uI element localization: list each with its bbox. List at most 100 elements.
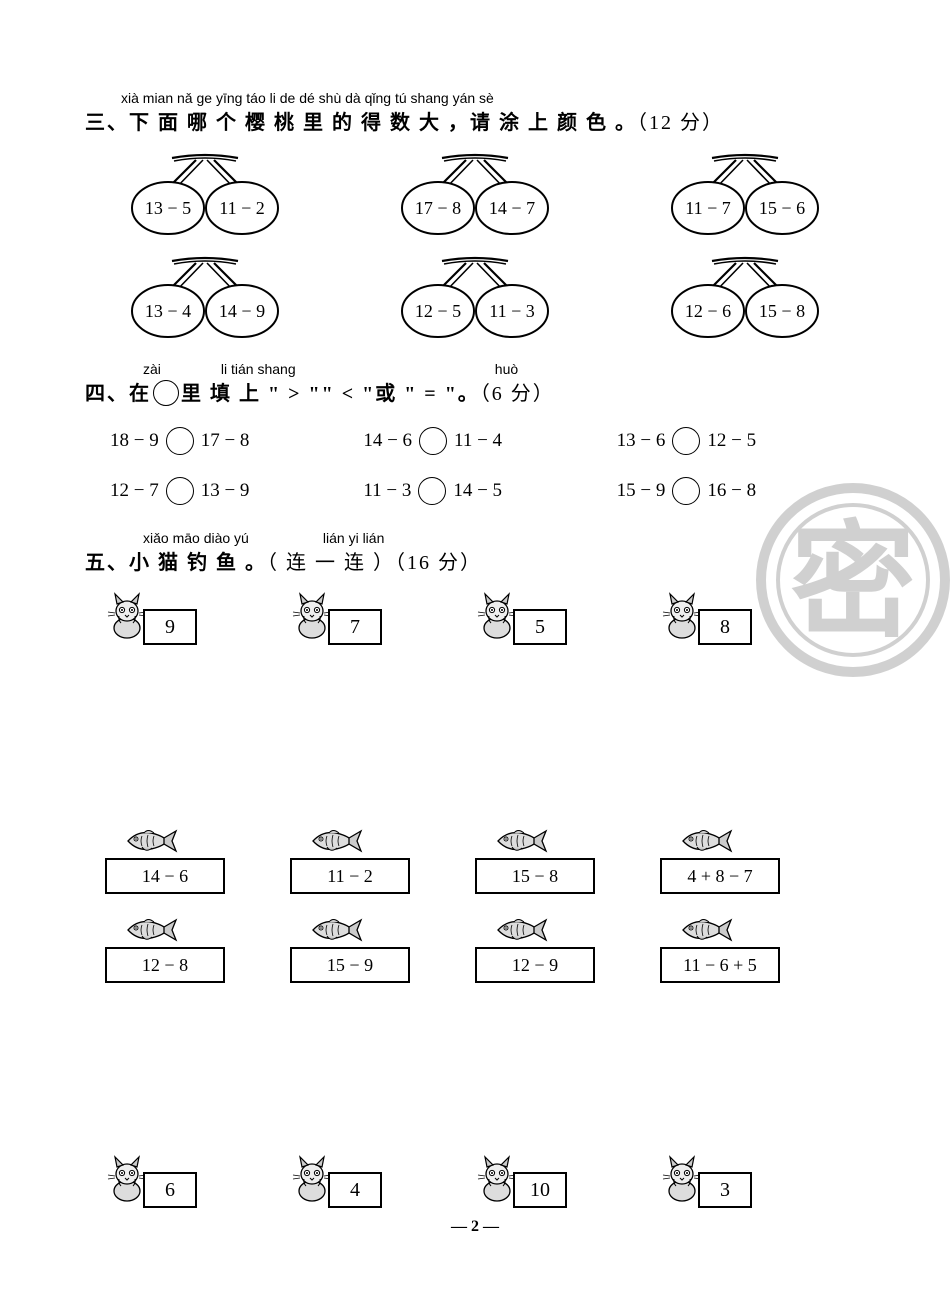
compare-right: 14 − 5	[453, 480, 502, 502]
pinyin-xiao-mao: xiǎo māo diào yú	[143, 530, 289, 546]
cat-number-box: 10	[513, 1172, 567, 1208]
compare-left: 11 − 3	[363, 480, 411, 502]
fish-expression-box: 15 − 8	[475, 858, 595, 894]
cherry-pair[interactable]: 12 − 6 15 − 8	[645, 253, 845, 341]
compare-item: 12 − 713 − 9	[110, 477, 333, 505]
cat-number-box: 4	[328, 1172, 382, 1208]
cat-number-box: 3	[698, 1172, 752, 1208]
page-number: — 2 —	[85, 1218, 865, 1236]
fish-item[interactable]: 11 − 2	[290, 825, 475, 894]
compare-grid: 18 − 917 − 814 − 611 − 413 − 612 − 512 −…	[85, 421, 865, 530]
pinyin-huo: huò	[495, 361, 518, 377]
fish-item[interactable]: 11 − 6 + 5	[660, 914, 845, 983]
fish-expression-box: 4 + 8 − 7	[660, 858, 780, 894]
cherry-left-value: 17 − 8	[414, 198, 460, 218]
compare-left: 13 − 6	[617, 430, 666, 452]
fish-row-1: 14 − 6 11 − 2 15 − 8 4 + 8 − 7	[85, 825, 865, 894]
section4-heading: 四、在里 填 上 " > "" < "或 " = "。（6 分）	[85, 377, 865, 406]
page-number-value: 2	[471, 1218, 479, 1235]
cat-item[interactable]: 7	[290, 590, 475, 645]
fish-item[interactable]: 15 − 8	[475, 825, 660, 894]
section4-number: 四、	[85, 383, 129, 405]
cherry-pair[interactable]: 12 − 5 11 − 3	[375, 253, 575, 341]
section5-text: 小 猫 钓 鱼 。	[129, 552, 267, 574]
cat-number-box: 7	[328, 609, 382, 645]
fish-icon	[105, 825, 178, 862]
inline-circle-icon	[153, 380, 179, 406]
fish-item[interactable]: 4 + 8 − 7	[660, 825, 845, 894]
compare-right: 11 − 4	[454, 430, 502, 452]
compare-item: 13 − 6 12 − 5	[617, 427, 840, 455]
compare-right: 16 − 8	[707, 480, 756, 502]
cat-number-box: 5	[513, 609, 567, 645]
section5-pinyin: xiǎo māo diào yú lián yi lián	[143, 530, 865, 546]
cat-item[interactable]: 4	[290, 1153, 475, 1208]
compare-right: 17 − 8	[201, 430, 250, 452]
fish-row-2: 12 − 8 15 − 9 12 − 9 11 − 6 + 5	[85, 914, 865, 983]
cat-item[interactable]: 10	[475, 1153, 660, 1208]
fish-item[interactable]: 12 − 9	[475, 914, 660, 983]
compare-right: 12 − 5	[707, 430, 756, 452]
compare-right: 13 − 9	[201, 480, 250, 502]
section3-pinyin: xià mian nǎ ge yīng táo li de dé shù dà …	[121, 90, 865, 106]
blank-circle[interactable]	[672, 477, 700, 505]
cat-number-box: 6	[143, 1172, 197, 1208]
cherry-right-value: 14 − 7	[488, 198, 534, 218]
cherry-left-value: 13 − 4	[144, 301, 190, 321]
cherry-left-value: 11 − 7	[685, 198, 730, 218]
fish-expression-box: 11 − 2	[290, 858, 410, 894]
cherry-pair[interactable]: 11 − 7 15 − 6	[645, 150, 845, 238]
fish-expression-box: 12 − 9	[475, 947, 595, 983]
cat-item[interactable]: 6	[105, 1153, 290, 1208]
fish-icon	[105, 914, 178, 951]
fish-item[interactable]: 15 − 9	[290, 914, 475, 983]
compare-item: 15 − 916 − 8	[617, 477, 840, 505]
cherry-grid: 13 − 5 11 − 2 17 − 8 14 − 7 11 − 7 15 − …	[85, 150, 865, 361]
fish-item[interactable]: 14 − 6	[105, 825, 290, 894]
blank-circle[interactable]	[166, 427, 194, 455]
fish-icon	[475, 825, 548, 862]
blank-circle[interactable]	[672, 427, 700, 455]
fish-icon	[660, 825, 733, 862]
fish-icon	[290, 825, 363, 862]
cherry-right-value: 15 − 6	[758, 198, 804, 218]
section4-points: （6 分）	[480, 383, 555, 405]
cherry-left-value: 12 − 5	[414, 301, 460, 321]
cherry-pair[interactable]: 13 − 4 14 − 9	[105, 253, 305, 341]
section3-text: 下 面 哪 个 樱 桃 里 的 得 数 大 ，请 涂 上 颜 色 。	[129, 112, 637, 134]
cherry-pair[interactable]: 17 − 8 14 − 7	[375, 150, 575, 238]
section3-points: （12 分）	[637, 112, 724, 134]
matching-space-2[interactable]	[85, 1003, 865, 1153]
cherry-right-value: 14 − 9	[218, 301, 264, 321]
cat-item[interactable]: 8	[660, 590, 845, 645]
cherry-pair[interactable]: 13 − 5 11 − 2	[105, 150, 305, 238]
section5-heading: 五、小 猫 钓 鱼 。（ 连 一 连 ）（16 分）	[85, 546, 865, 575]
cherry-right-value: 11 − 3	[489, 301, 534, 321]
section4-pinyin: zài li tián shang huò	[143, 361, 865, 377]
cat-item[interactable]: 9	[105, 590, 290, 645]
section5-number: 五、	[85, 552, 129, 574]
fish-icon	[290, 914, 363, 951]
fish-icon	[660, 914, 733, 951]
fish-expression-box: 14 − 6	[105, 858, 225, 894]
cat-item[interactable]: 5	[475, 590, 660, 645]
cat-item[interactable]: 3	[660, 1153, 845, 1208]
section3-heading: 三、下 面 哪 个 樱 桃 里 的 得 数 大 ，请 涂 上 颜 色 。（12 …	[85, 106, 865, 135]
fish-expression-box: 11 − 6 + 5	[660, 947, 780, 983]
cat-number-box: 8	[698, 609, 752, 645]
fish-icon	[475, 914, 548, 951]
compare-item: 14 − 6 11 − 4	[363, 427, 586, 455]
blank-circle[interactable]	[418, 477, 446, 505]
fish-item[interactable]: 12 − 8	[105, 914, 290, 983]
matching-space-1[interactable]	[85, 655, 865, 825]
pinyin-li-tian-shang: li tián shang	[221, 361, 416, 377]
fish-expression-box: 15 − 9	[290, 947, 410, 983]
blank-circle[interactable]	[419, 427, 447, 455]
cats-row-top: 9 7 5	[85, 590, 865, 645]
cherry-left-value: 13 − 5	[144, 198, 190, 218]
section5-paren: （ 连 一 连 ）	[267, 552, 395, 574]
cat-number-box: 9	[143, 609, 197, 645]
cherry-right-value: 11 − 2	[219, 198, 264, 218]
compare-left: 14 − 6	[363, 430, 412, 452]
blank-circle[interactable]	[166, 477, 194, 505]
